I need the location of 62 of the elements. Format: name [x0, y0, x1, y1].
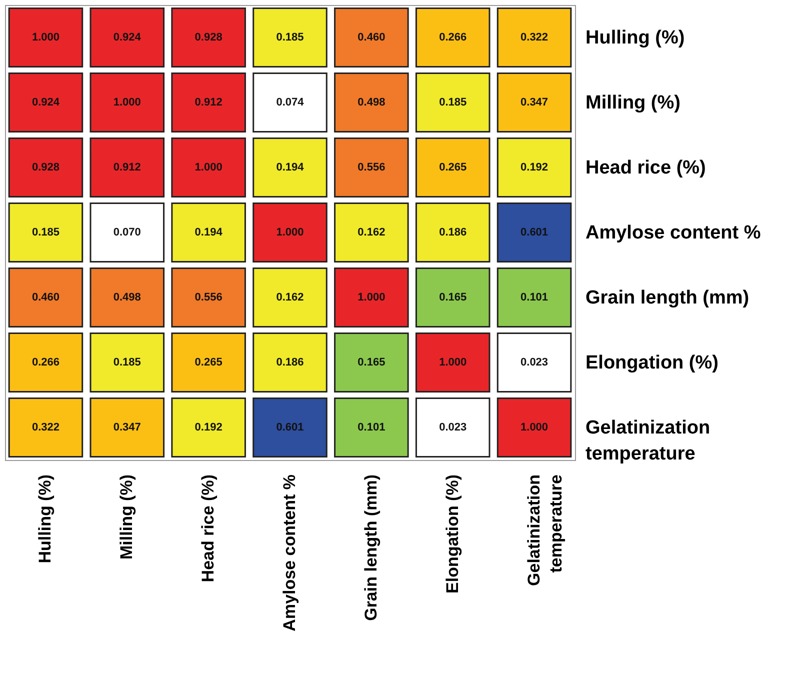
x-tick-label: Elongation (%): [442, 474, 462, 594]
data-label: 1.000: [520, 422, 548, 434]
x-tick-label: Hulling (%): [36, 474, 55, 564]
data-label: 0.101: [520, 292, 548, 304]
data-label: 1.000: [358, 292, 386, 304]
data-label: 0.498: [113, 292, 141, 304]
data-label: 1.000: [439, 356, 467, 368]
data-label: 0.070: [113, 226, 141, 238]
data-label: 0.601: [276, 422, 304, 434]
data-label: 0.928: [32, 162, 60, 174]
data-label: 0.601: [520, 226, 548, 238]
data-label: 0.101: [358, 422, 386, 434]
data-label: 0.912: [113, 162, 141, 174]
y-tick-label: Hulling (%): [586, 28, 685, 48]
data-label: 0.185: [439, 96, 467, 108]
data-label: 0.266: [439, 32, 467, 44]
data-label: 0.498: [358, 96, 386, 108]
data-label: 0.460: [358, 32, 386, 44]
x-tick-label: Amylose content %: [280, 474, 299, 632]
data-label: 0.185: [32, 226, 60, 238]
y-tick-label: Grain length (mm): [586, 288, 750, 308]
data-label: 0.347: [113, 422, 141, 434]
y-tick-label: Milling (%): [586, 92, 680, 114]
data-label: 0.074: [276, 96, 305, 108]
x-tick-label: Head rice (%): [198, 474, 218, 582]
data-label: 0.556: [358, 162, 386, 174]
x-tick-label: Milling (%): [117, 474, 136, 560]
data-label: 0.192: [520, 162, 548, 174]
data-label: 0.192: [194, 422, 222, 434]
data-label: 0.165: [358, 356, 386, 368]
data-label: 0.924: [113, 32, 142, 44]
data-label: 0.023: [520, 356, 548, 368]
data-label: 0.194: [276, 162, 305, 174]
y-tick-label: Head rice (%): [586, 158, 706, 178]
y-tick-label: Elongation (%): [586, 352, 718, 374]
data-label: 0.165: [439, 292, 467, 304]
y-tick-label: Amylose content %: [586, 222, 761, 244]
data-label: 0.265: [194, 356, 222, 368]
data-label: 0.912: [194, 96, 222, 108]
data-label: 1.000: [194, 162, 222, 174]
data-label: 0.185: [113, 356, 141, 368]
data-label: 0.322: [32, 422, 60, 434]
data-label: 0.556: [194, 292, 222, 304]
data-label: 0.347: [520, 96, 548, 108]
y-tick-label: Gelatinization temperature: [586, 418, 710, 464]
x-tick-label: Grain length (mm): [361, 474, 380, 621]
data-label: 1.000: [276, 226, 304, 238]
data-label: 0.265: [439, 162, 467, 174]
data-label: 0.928: [194, 32, 222, 44]
data-label: 0.194: [194, 226, 224, 238]
data-label: 0.924: [32, 96, 60, 108]
data-label: 0.460: [32, 292, 60, 304]
data-label: 0.185: [276, 32, 304, 44]
data-label: 1.000: [32, 32, 60, 44]
data-label: 0.266: [32, 356, 60, 368]
data-label: 1.000: [113, 96, 141, 108]
data-label: 0.322: [520, 32, 548, 44]
data-label: 0.023: [439, 422, 467, 434]
data-label: 0.162: [276, 292, 304, 304]
data-label: 0.186: [276, 356, 304, 368]
data-label: 0.186: [439, 226, 467, 238]
data-label: 0.162: [358, 226, 386, 238]
